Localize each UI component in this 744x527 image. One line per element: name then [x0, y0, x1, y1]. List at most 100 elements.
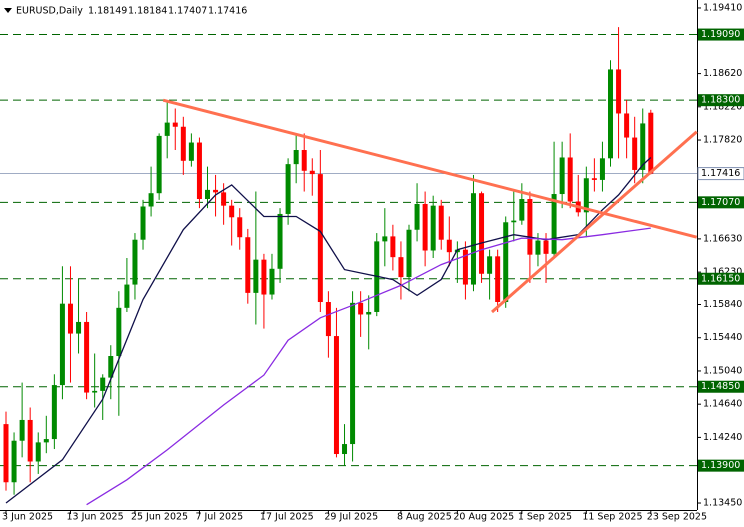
candle-body — [487, 256, 493, 274]
level-label: 1.17070 — [701, 197, 740, 208]
candle-body — [358, 302, 364, 315]
candle-body — [229, 205, 235, 218]
candle-body — [132, 239, 138, 285]
candle-body — [624, 113, 630, 138]
candle-body — [462, 249, 468, 285]
candle-body — [422, 204, 428, 251]
candle-body — [76, 321, 82, 334]
candle-body — [140, 206, 146, 240]
candle-body — [269, 268, 275, 295]
candle-body — [470, 193, 476, 285]
chart-title: EURUSD,Daily — [16, 6, 83, 17]
candle-body — [382, 236, 388, 242]
y-tick-label: 1.13450 — [703, 498, 742, 509]
candle-body — [535, 240, 541, 255]
candle-body — [51, 385, 57, 440]
candle-body — [84, 321, 90, 393]
x-tick-label: 25 Jun 2025 — [131, 512, 188, 523]
candle-body — [108, 356, 114, 378]
candle-body — [640, 123, 646, 170]
y-tick-label: 1.14240 — [703, 432, 742, 443]
y-tick-label: 1.19410 — [703, 2, 742, 13]
y-tick-label: 1.18220 — [703, 101, 742, 112]
level-label: 1.18300 — [701, 95, 740, 106]
candle-body — [221, 192, 227, 206]
candle-body — [599, 158, 605, 180]
candle-body — [67, 303, 73, 334]
candle-body — [285, 164, 291, 214]
header-arrow — [4, 8, 12, 13]
candle-body — [245, 237, 251, 293]
candle-body — [35, 442, 41, 462]
header-low: 1.17407 — [168, 6, 207, 17]
header-open: 1.18149 — [88, 6, 127, 17]
level-label-box — [698, 380, 744, 393]
x-tick-label: 7 Jul 2025 — [195, 512, 243, 523]
candle-body — [527, 199, 533, 255]
candle-body — [11, 440, 17, 483]
candle-body — [317, 174, 323, 303]
candle-body — [519, 199, 525, 221]
header-close: 1.17416 — [208, 6, 247, 17]
y-tick-label: 1.15040 — [703, 365, 742, 376]
candle-body — [551, 194, 557, 254]
candle-body — [180, 126, 186, 161]
current-price-label: 1.17416 — [701, 168, 740, 179]
candle-body — [616, 69, 622, 114]
candle-body — [293, 150, 299, 165]
candle-body — [479, 193, 485, 274]
level-label-box — [698, 272, 744, 285]
candle-body — [350, 302, 356, 445]
candle-body — [92, 390, 98, 393]
candle-body — [438, 205, 444, 240]
level-label: 1.14850 — [701, 381, 740, 392]
level-label-box — [698, 94, 744, 107]
candle-body — [156, 135, 162, 194]
candle-body — [559, 157, 565, 195]
x-tick-label: 8 Aug 2025 — [397, 512, 452, 523]
candle-body — [43, 439, 49, 443]
candle-body — [309, 170, 315, 175]
candle-body — [205, 189, 210, 200]
candle-body — [213, 189, 219, 193]
candle-body — [503, 222, 509, 303]
y-tick-label: 1.16230 — [703, 267, 742, 278]
candle-body — [398, 257, 404, 278]
level-label-box — [698, 459, 744, 472]
candle-body — [406, 229, 412, 278]
level-label: 1.16150 — [701, 273, 740, 284]
trend-line — [491, 130, 698, 314]
candle-body — [172, 122, 178, 127]
candle-body — [325, 302, 331, 337]
candle-body — [591, 178, 597, 180]
level-label-box — [698, 28, 744, 41]
y-tick-label: 1.14640 — [703, 399, 742, 410]
candle-body — [390, 236, 396, 258]
y-tick-label: 1.15840 — [703, 299, 742, 310]
candle-body — [253, 259, 259, 293]
candle-body — [188, 142, 194, 161]
level-label: 1.19090 — [701, 29, 740, 40]
candle-body — [430, 205, 436, 251]
candle-body — [608, 69, 613, 159]
candle-body — [366, 311, 372, 315]
candle-body — [261, 259, 267, 295]
candle-body — [567, 157, 573, 202]
candle-body — [495, 256, 501, 303]
candle-body — [543, 240, 549, 254]
candle-body — [100, 377, 106, 391]
x-tick-label: 17 Jul 2025 — [260, 512, 314, 523]
header-high: 1.18184 — [128, 6, 167, 17]
candle-body — [301, 150, 307, 171]
x-tick-label: 23 Sep 2025 — [647, 512, 707, 523]
x-tick-label: 11 Sep 2025 — [582, 512, 642, 523]
candle-body — [632, 137, 638, 170]
candle-body — [3, 424, 9, 483]
candle-body — [333, 336, 339, 455]
x-tick-label: 20 Aug 2025 — [453, 512, 514, 523]
candle-body — [446, 239, 452, 253]
candle-body — [277, 213, 283, 269]
y-tick-label: 1.16630 — [703, 233, 742, 244]
candle-body — [124, 284, 130, 308]
